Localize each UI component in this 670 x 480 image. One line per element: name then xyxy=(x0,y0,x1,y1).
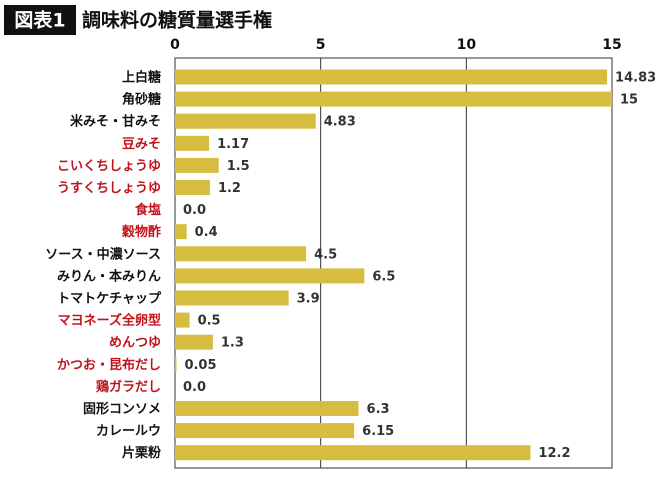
value-label: 0.05 xyxy=(184,358,216,373)
value-label: 4.83 xyxy=(324,115,356,130)
bar xyxy=(175,113,316,129)
bar xyxy=(175,445,531,461)
value-label: 1.3 xyxy=(221,336,244,351)
x-tick-label: 10 xyxy=(457,37,477,53)
value-label: 6.15 xyxy=(362,424,394,439)
y-tick-label: 米みそ・甘みそ xyxy=(70,114,161,130)
x-tick-label: 0 xyxy=(170,37,180,53)
y-tick-label: みりん・本みりん xyxy=(57,268,161,284)
bar xyxy=(175,69,608,85)
y-tick-label: マヨネーズ全卵型 xyxy=(58,313,161,329)
y-tick-label: 上白糖 xyxy=(122,70,161,86)
bar xyxy=(175,91,612,107)
value-label: 1.17 xyxy=(217,137,249,152)
y-tick-label: かつお・昆布だし xyxy=(57,357,161,373)
y-tick-label: 食塩 xyxy=(135,202,161,218)
value-label: 0.0 xyxy=(183,380,206,395)
value-label: 0.5 xyxy=(198,314,221,329)
y-tick-label: カレールウ xyxy=(96,424,161,439)
value-label: 12.2 xyxy=(538,446,570,461)
y-tick-label: ソース・中濃ソース xyxy=(45,246,161,262)
bar xyxy=(175,312,190,328)
bar xyxy=(175,290,289,306)
value-label: 14.83 xyxy=(615,71,656,86)
value-label: 0.0 xyxy=(183,203,206,218)
bar xyxy=(175,334,213,350)
bar xyxy=(175,268,365,284)
y-tick-label: トマトケチャップ xyxy=(57,292,162,307)
title-badge: 図表1 xyxy=(14,9,65,32)
bar xyxy=(175,423,355,439)
y-tick-label: 固形コンソメ xyxy=(83,402,161,417)
y-tick-label: 片栗粉 xyxy=(122,445,161,461)
bar xyxy=(175,224,187,240)
bar xyxy=(175,356,177,372)
value-label: 6.5 xyxy=(372,269,395,284)
title-badge-box xyxy=(4,5,76,35)
value-label: 1.2 xyxy=(218,181,241,196)
x-tick-label: 5 xyxy=(316,37,326,53)
y-tick-label: 豆みそ xyxy=(122,137,161,152)
y-tick-label: 鶏ガラだし xyxy=(96,379,161,395)
bar xyxy=(175,246,307,262)
y-tick-label: 角砂糖 xyxy=(122,92,161,108)
x-tick-label: 15 xyxy=(602,37,621,53)
y-tick-label: めんつゆ xyxy=(109,336,161,351)
value-label: 1.5 xyxy=(227,159,250,174)
y-tick-label: こいくちしょうゆ xyxy=(57,159,161,174)
bar xyxy=(175,157,219,173)
value-label: 0.4 xyxy=(195,225,218,240)
y-tick-label: うすくちしょうゆ xyxy=(57,181,161,196)
value-label: 4.5 xyxy=(314,247,337,262)
bar xyxy=(175,180,210,195)
value-label: 3.9 xyxy=(297,292,320,307)
value-label: 6.3 xyxy=(367,402,390,417)
chart-title: 調味料の糖質量選手権 xyxy=(82,9,272,32)
y-tick-label: 穀物酢 xyxy=(121,224,161,240)
value-label: 15 xyxy=(620,93,638,108)
bar xyxy=(175,401,359,416)
bar xyxy=(175,135,210,151)
